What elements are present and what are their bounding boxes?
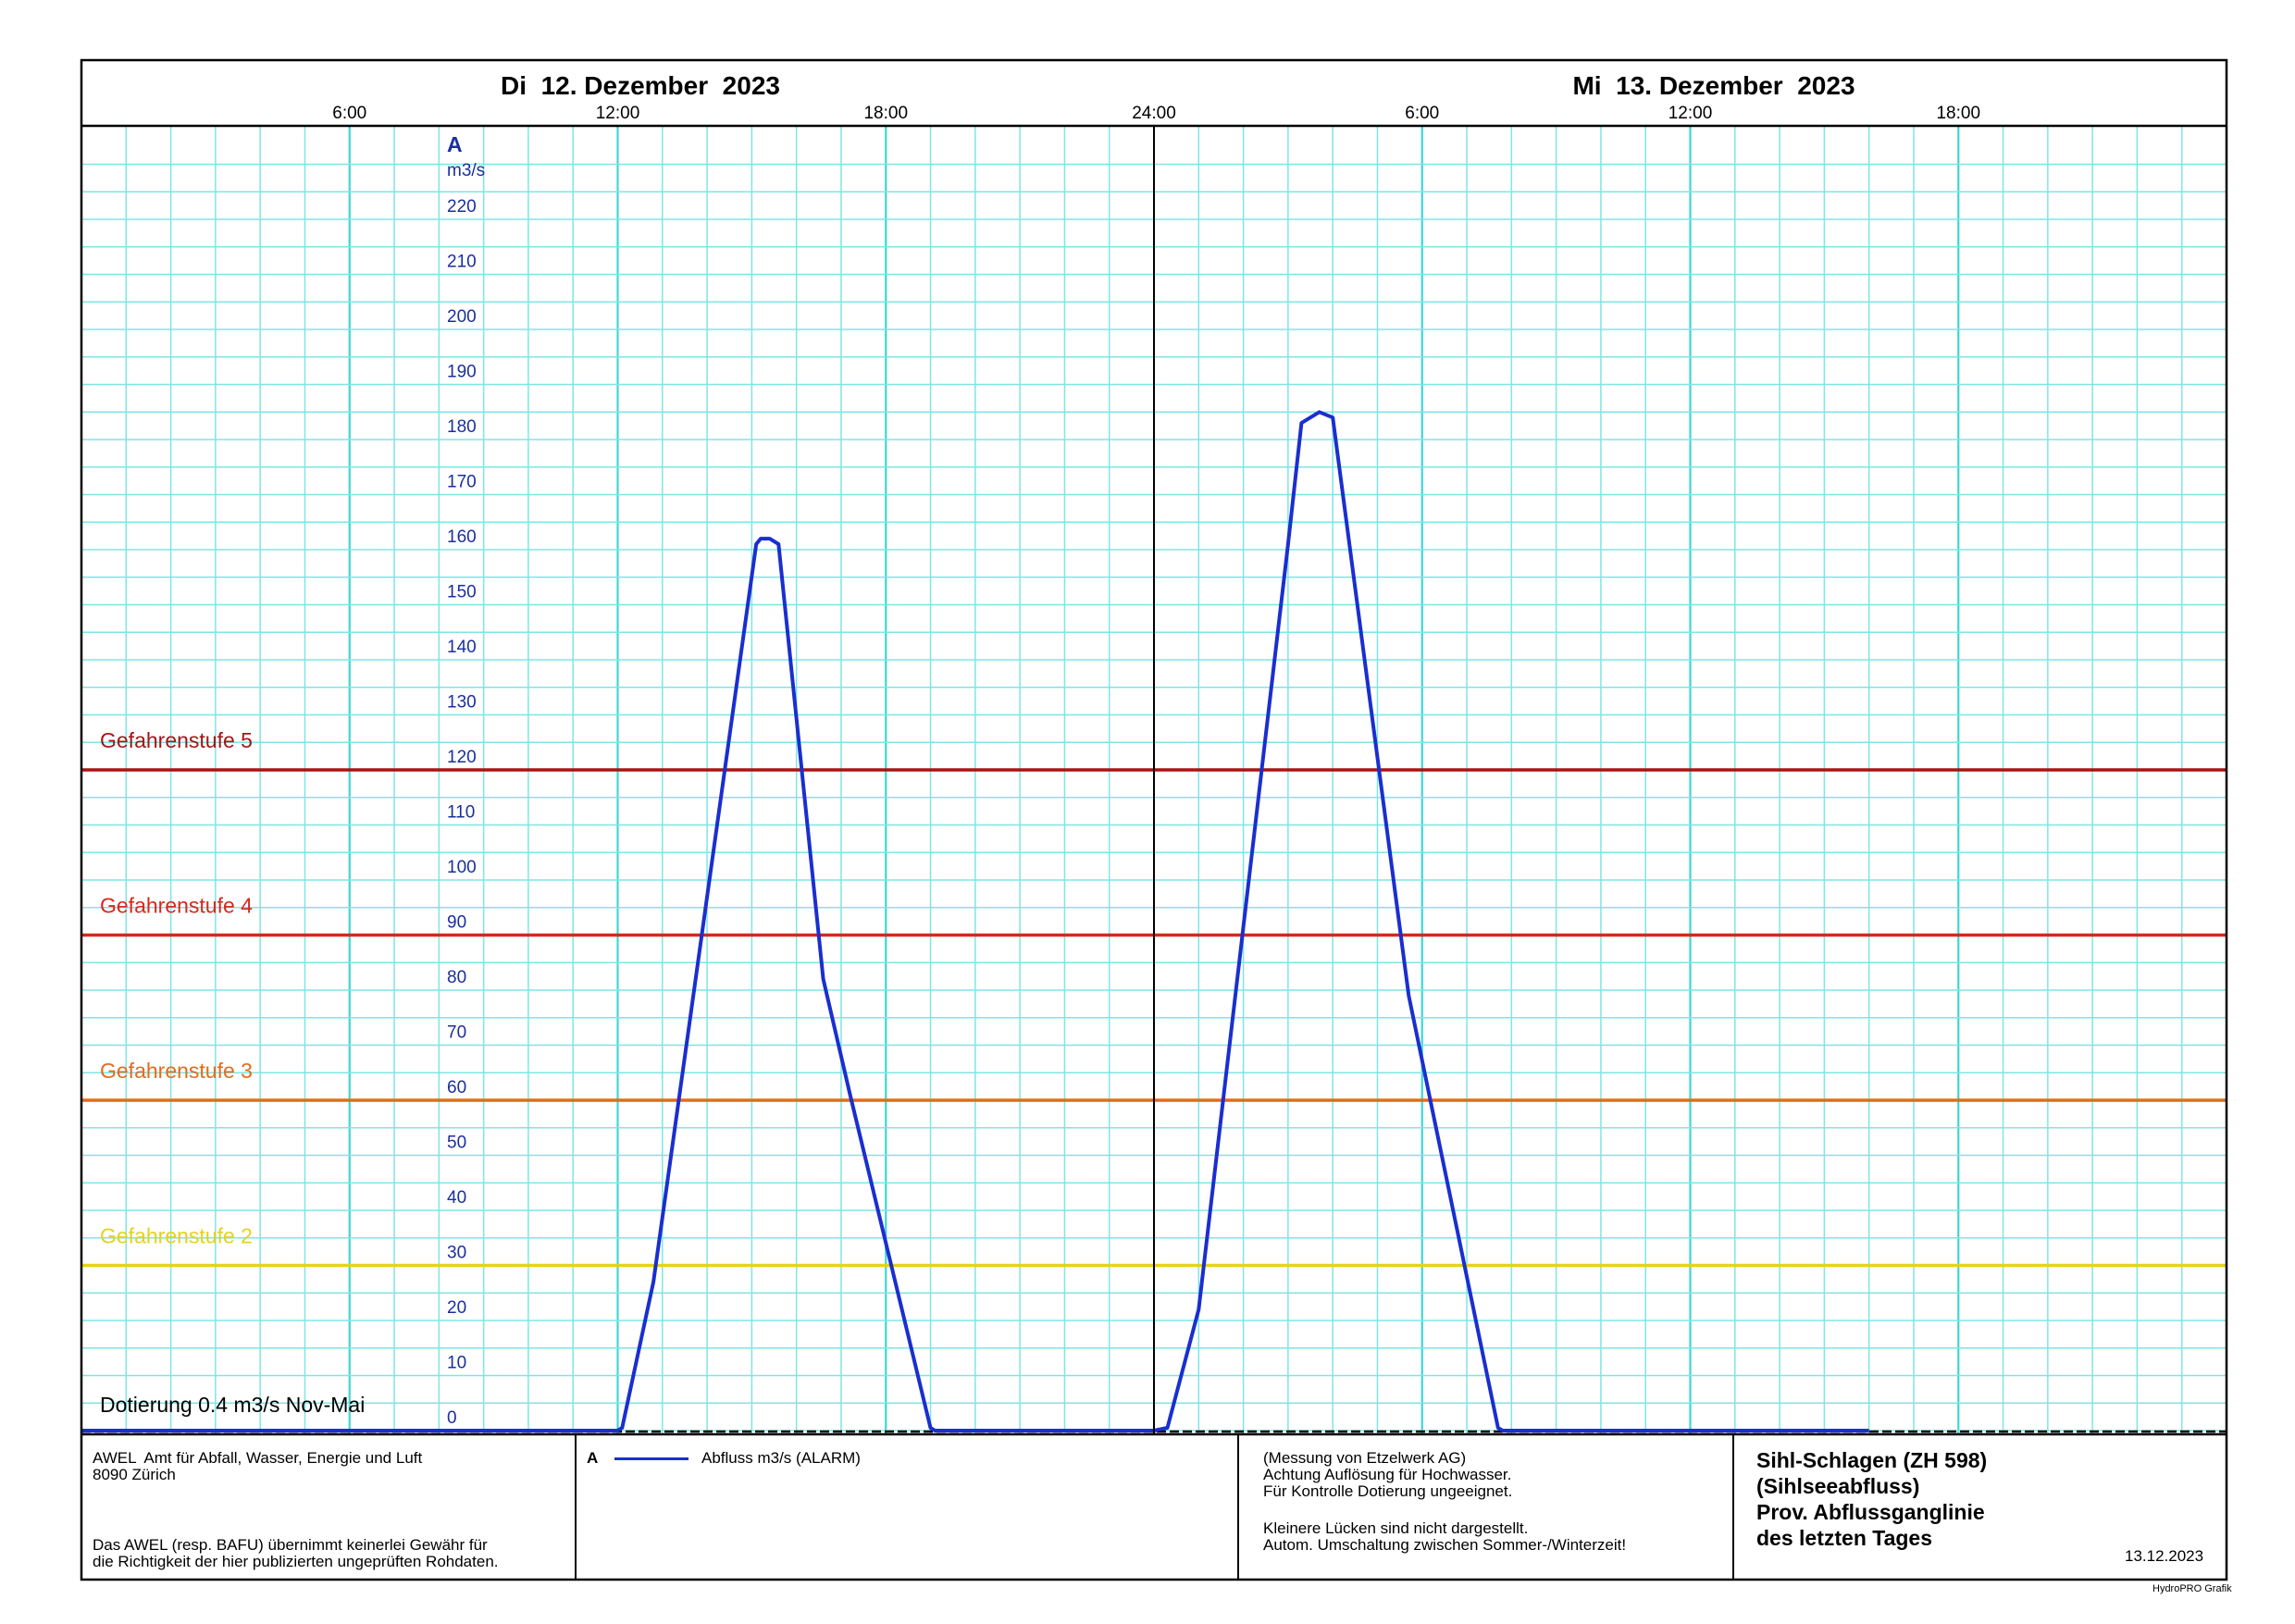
y-tick-label: 40 xyxy=(447,1188,466,1208)
station-line-4: des letzten Tages xyxy=(1756,1526,1933,1550)
y-tick-label: 0 xyxy=(447,1408,457,1428)
note-line-1: (Messung von Etzelwerk AG) xyxy=(1263,1449,1467,1467)
threshold-labels: Gefahrenstufe 5 Gefahrenstufe 4 Gefahrenst… xyxy=(100,728,365,1417)
time-tick-label: 24:00 xyxy=(1132,104,1176,123)
y-axis-unit: m3/s xyxy=(447,161,485,180)
day1-title: Di 12. Dezember 2023 xyxy=(501,71,780,100)
outer-frame xyxy=(80,58,2228,1581)
y-tick-label: 120 xyxy=(447,748,477,767)
day2-title: Mi 13. Dezember 2023 xyxy=(1572,71,1855,100)
legend-series-label: Abfluss m3/s (ALARM) xyxy=(701,1449,861,1467)
y-tick-label: 160 xyxy=(447,527,477,547)
note-line-2: Achtung Auflösung für Hochwasser. xyxy=(1263,1466,1512,1483)
y-tick-label: 130 xyxy=(447,693,477,713)
y-tick-label: 60 xyxy=(447,1078,466,1097)
station-line-3: Prov. Abflussganglinie xyxy=(1756,1500,1985,1524)
time-tick-label: 6:00 xyxy=(1405,104,1439,123)
y-tick-label: 180 xyxy=(447,417,477,437)
y-tick-label: 20 xyxy=(447,1298,466,1318)
series-line xyxy=(81,410,1869,1432)
y-tick-label: 200 xyxy=(447,307,477,327)
y-tick-label: 210 xyxy=(447,253,477,272)
legend-series-swatch xyxy=(614,1457,688,1460)
y-tick-label: 50 xyxy=(447,1134,466,1153)
threshold-label: Gefahrenstufe 3 xyxy=(100,1059,253,1083)
time-ticks: 6:00 12:00 18:00 24:00 6:00 12:00 18:00 xyxy=(332,104,1980,123)
disclaimer-line-2: die Richtigkeit der hier publizierten un… xyxy=(93,1553,499,1570)
series-layer xyxy=(81,410,1869,1432)
y-tick-label: 70 xyxy=(447,1023,466,1043)
frame xyxy=(80,58,2228,1581)
note-line-4: Kleinere Lücken sind nicht dargestellt. xyxy=(1263,1519,1529,1537)
y-tick-label: 170 xyxy=(447,473,477,492)
legend-series-letter: A xyxy=(587,1449,599,1467)
y-tick-label: 90 xyxy=(447,913,466,933)
threshold-label: Gefahrenstufe 5 xyxy=(100,728,253,752)
software-credit: HydroPRO Grafik xyxy=(2152,1583,2232,1594)
header: Di 12. Dezember 2023 Mi 13. Dezember 202… xyxy=(501,71,1855,100)
y-tick-label: 220 xyxy=(447,197,477,217)
y-tick-label: 140 xyxy=(447,638,477,657)
y-tick-label: 80 xyxy=(447,968,466,987)
y-tick-label: 100 xyxy=(447,858,477,877)
threshold-label: Gefahrenstufe 4 xyxy=(100,894,253,918)
note-line-5: Autom. Umschaltung zwischen Sommer-/Wint… xyxy=(1263,1536,1627,1554)
time-tick-label: 18:00 xyxy=(1936,104,1980,123)
y-tick-label: 190 xyxy=(447,363,477,382)
note-line-3: Für Kontrolle Dotierung ungeeignet. xyxy=(1263,1482,1513,1500)
disclaimer-line-1: Das AWEL (resp. BAFU) übernimmt keinerle… xyxy=(93,1536,488,1554)
time-tick-label: 6:00 xyxy=(332,104,366,123)
org-name: AWEL Amt für Abfall, Wasser, Energie und… xyxy=(93,1449,423,1467)
org-address: 8090 Zürich xyxy=(93,1466,176,1483)
y-tick-label: 150 xyxy=(447,583,477,602)
y-tick-label: 30 xyxy=(447,1244,466,1263)
report-date: 13.12.2023 xyxy=(2125,1547,2204,1565)
time-tick-label: 18:00 xyxy=(863,104,908,123)
y-axis-letter: A xyxy=(447,132,463,156)
time-tick-label: 12:00 xyxy=(1669,104,1713,123)
y-tick-label: 10 xyxy=(447,1354,466,1373)
y-tick-label: 110 xyxy=(447,803,475,823)
time-tick-label: 12:00 xyxy=(596,104,640,123)
threshold-label: Gefahrenstufe 2 xyxy=(100,1224,253,1248)
station-line-2: (Sihlseeabfluss) xyxy=(1756,1474,1920,1498)
dotierung-label: Dotierung 0.4 m3/s Nov-Mai xyxy=(100,1393,365,1417)
station-line-1: Sihl-Schlagen (ZH 598) xyxy=(1756,1448,1988,1472)
